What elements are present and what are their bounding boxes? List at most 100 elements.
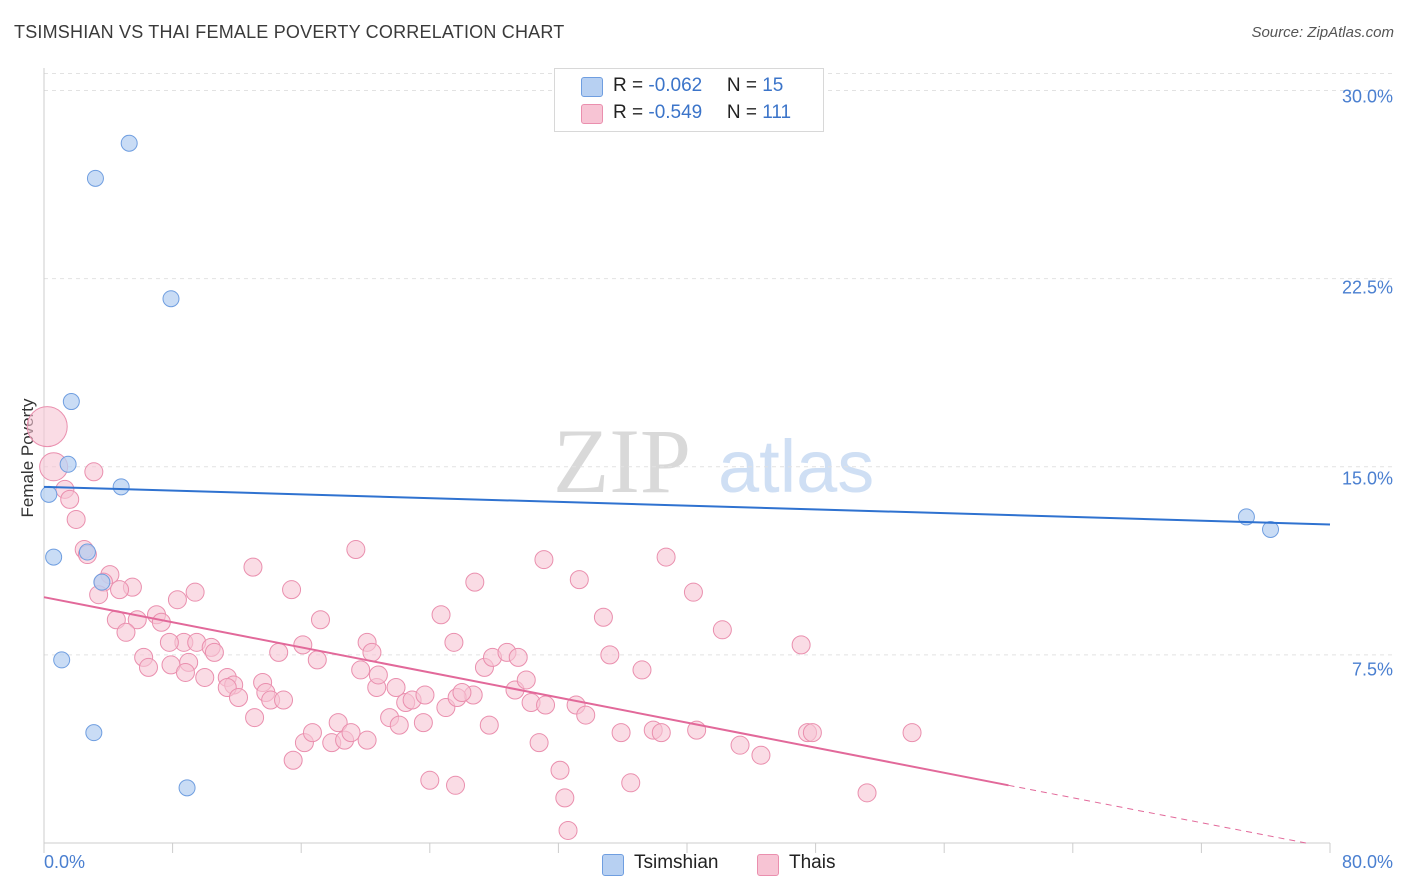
thais-point xyxy=(683,582,703,602)
y-tick-label: 15.0% xyxy=(1341,468,1393,489)
source-credit: Source: ZipAtlas.com xyxy=(1251,24,1394,41)
thais-point xyxy=(26,406,68,448)
thais-point xyxy=(529,733,549,753)
thais-point xyxy=(185,582,205,602)
r-value: -0.549 xyxy=(648,102,703,123)
thais-point xyxy=(310,610,330,630)
thais-point xyxy=(558,820,578,840)
thais-point xyxy=(730,735,750,755)
thais-point xyxy=(465,572,485,592)
thais-point xyxy=(651,723,671,743)
thais-point xyxy=(60,489,80,509)
thais-point xyxy=(175,662,195,682)
thais-point xyxy=(159,632,179,652)
thais-point xyxy=(245,708,265,728)
thais-point xyxy=(362,642,382,662)
thais-point xyxy=(555,788,575,808)
thais-point xyxy=(351,660,371,680)
thais-point xyxy=(386,677,406,697)
thais-trendline-extension xyxy=(1008,784,1306,844)
thais-point xyxy=(536,695,556,715)
tsimshian-swatch xyxy=(581,77,603,97)
thais-point xyxy=(751,745,771,765)
thais-point xyxy=(204,642,224,662)
thais-point xyxy=(368,665,388,685)
thais-point xyxy=(611,723,631,743)
thais-point xyxy=(66,509,86,529)
n-value: 15 xyxy=(762,75,784,96)
thais-point xyxy=(282,580,302,600)
thais-point xyxy=(274,690,294,710)
thais-point xyxy=(802,723,822,743)
tsimshian-swatch xyxy=(602,854,624,876)
thais-point xyxy=(84,462,104,482)
thais-point xyxy=(600,645,620,665)
tsimshian-trendline xyxy=(43,485,1331,526)
thais-point xyxy=(791,635,811,655)
thais-point xyxy=(420,770,440,790)
thais-point xyxy=(479,715,499,735)
tsimshian-point xyxy=(78,543,96,561)
thais-point xyxy=(415,685,435,705)
thais-point xyxy=(167,590,187,610)
tsimshian-point xyxy=(45,548,63,566)
thais-point xyxy=(902,723,922,743)
tsimshian-point xyxy=(120,134,138,152)
tsimshian-point xyxy=(86,169,104,187)
n-value: 111 xyxy=(762,102,792,123)
thais-point xyxy=(283,750,303,770)
thais-point xyxy=(116,622,136,642)
thais-point xyxy=(357,730,377,750)
thais-point xyxy=(110,580,130,600)
watermark-zip: ZIP xyxy=(553,410,691,512)
thais-point xyxy=(593,607,613,627)
tsimshian-point xyxy=(53,651,71,669)
thais-point xyxy=(576,705,596,725)
thais-point xyxy=(446,775,466,795)
legend-label: Tsimshian xyxy=(634,852,719,873)
correlation-legend: R = -0.062 N = 15 R = -0.549 N = 111 xyxy=(554,68,824,132)
tsimshian-point xyxy=(85,724,103,742)
thais-trendline xyxy=(43,596,1009,787)
n-label: N = xyxy=(726,75,763,96)
thais-point xyxy=(857,783,877,803)
tsimshian-point xyxy=(112,478,130,496)
r-value: -0.062 xyxy=(648,75,703,96)
thais-point xyxy=(138,657,158,677)
r-label: R = xyxy=(613,75,649,96)
thais-point xyxy=(516,670,536,690)
thais-point xyxy=(632,660,652,680)
thais-point xyxy=(328,713,348,733)
tsimshian-point xyxy=(162,290,180,308)
n-label: N = xyxy=(726,102,763,123)
r-label: R = xyxy=(613,102,649,123)
tsimshian-point xyxy=(62,393,80,411)
thais-point xyxy=(302,723,322,743)
thais-point xyxy=(712,620,732,640)
thais-swatch xyxy=(581,104,603,124)
legend-label: Thais xyxy=(789,852,836,873)
thais-point xyxy=(346,540,366,560)
thais-point xyxy=(569,570,589,590)
tsimshian-point xyxy=(40,485,58,503)
thais-point xyxy=(431,605,451,625)
thais-point xyxy=(195,667,215,687)
thais-point xyxy=(534,550,554,570)
tsimshian-point xyxy=(1262,520,1280,538)
y-tick-label: 30.0% xyxy=(1341,86,1393,107)
thais-point xyxy=(243,557,263,577)
thais-point xyxy=(508,647,528,667)
thais-point xyxy=(621,773,641,793)
thais-point xyxy=(341,723,361,743)
thais-swatch xyxy=(757,854,779,876)
chart-title: TSIMSHIAN VS THAI FEMALE POVERTY CORRELA… xyxy=(14,22,565,42)
thais-point xyxy=(389,715,409,735)
tsimshian-point xyxy=(178,779,196,797)
x-tick-label: 80.0% xyxy=(1341,852,1393,872)
tsimshian-point xyxy=(93,573,111,591)
thais-point xyxy=(444,632,464,652)
thais-point xyxy=(293,635,313,655)
thais-point xyxy=(413,713,433,733)
y-tick-label: 22.5% xyxy=(1341,277,1393,298)
